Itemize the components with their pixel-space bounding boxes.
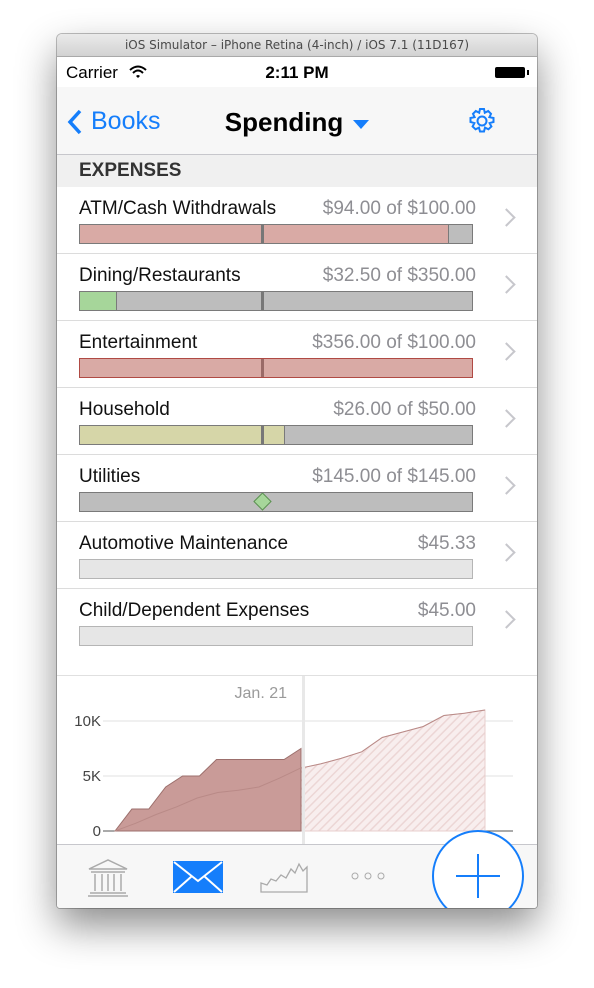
- y-tick-label: 5K: [83, 768, 101, 785]
- more-icon[interactable]: [350, 871, 386, 881]
- expense-row-automotive[interactable]: Automotive Maintenance $45.33: [57, 522, 537, 589]
- period-marker: [261, 225, 264, 243]
- chevron-right-icon: [497, 610, 516, 629]
- expense-name: ATM/Cash Withdrawals: [79, 198, 277, 219]
- projected-spending-line: [114, 709, 486, 832]
- chevron-right-icon: [497, 543, 516, 562]
- expense-name: Automotive Maintenance: [79, 533, 289, 554]
- envelope-icon[interactable]: [173, 861, 223, 893]
- expense-row-household[interactable]: Household $26.00 of $50.00: [57, 388, 537, 455]
- expense-row-utilities[interactable]: Utilities $145.00 of $145.00: [57, 455, 537, 522]
- simulator-window: iOS Simulator – iPhone Retina (4-inch) /…: [57, 34, 537, 908]
- budget-progress-bar: [79, 559, 473, 579]
- period-marker: [261, 359, 264, 377]
- expense-amount: $94.00 of $100.00: [322, 198, 476, 219]
- page-title: Spending: [224, 107, 344, 137]
- period-marker: [261, 292, 264, 310]
- chevron-right-icon: [497, 275, 516, 294]
- expense-name: Entertainment: [79, 332, 198, 353]
- navigation-bar: Books Spending: [57, 87, 537, 155]
- on-budget-diamond-icon: [253, 493, 272, 511]
- y-tick-label: 10K: [74, 713, 101, 730]
- back-label: Books: [91, 107, 161, 135]
- expense-name: Dining/Restaurants: [79, 265, 241, 286]
- add-transaction-button[interactable]: [432, 830, 524, 908]
- expense-name: Utilities: [79, 466, 141, 487]
- expense-name: Child/Dependent Expenses: [79, 600, 310, 621]
- nav-title-dropdown[interactable]: Spending: [57, 107, 537, 138]
- status-time: 2:11 PM: [265, 63, 329, 82]
- gear-icon[interactable]: [467, 106, 497, 136]
- dropdown-triangle-icon: [353, 119, 370, 129]
- budget-progress-bar: [79, 626, 473, 646]
- back-button[interactable]: Books: [67, 107, 160, 136]
- budget-progress-bar: [79, 492, 473, 512]
- spending-chart-svg: Jan. 21 10K 5K 0: [74, 676, 513, 864]
- wifi-icon: [129, 65, 147, 78]
- expense-row-child[interactable]: Child/Dependent Expenses $45.00: [57, 589, 537, 655]
- expense-row-entertainment[interactable]: Entertainment $356.00 of $100.00: [57, 321, 537, 388]
- expense-name: Household: [79, 399, 170, 420]
- budget-progress-bar: [79, 358, 473, 378]
- period-marker: [261, 426, 264, 444]
- budget-progress-bar: [79, 224, 473, 244]
- expense-amount: $45.33: [417, 533, 476, 554]
- budget-progress-bar: [79, 425, 473, 445]
- phone-screen: Carrier 2:11 PM Books Spending: [57, 57, 537, 908]
- battery-icon: [495, 67, 529, 78]
- chevron-right-icon: [497, 342, 516, 361]
- carrier-label: Carrier: [66, 63, 118, 82]
- actual-spending-area: [113, 747, 302, 832]
- date-marker-line: [302, 676, 305, 864]
- chevron-right-icon: [497, 409, 516, 428]
- y-tick-label: 0: [93, 823, 101, 840]
- expense-amount: $145.00 of $145.00: [312, 466, 476, 487]
- progress-fill: [80, 359, 472, 377]
- expense-amount: $32.50 of $350.00: [322, 265, 476, 286]
- chevron-right-icon: [497, 476, 516, 495]
- date-marker-label: Jan. 21: [235, 685, 288, 702]
- window-titlebar: iOS Simulator – iPhone Retina (4-inch) /…: [57, 34, 537, 57]
- progress-fill: [80, 426, 285, 444]
- expense-amount: $45.00: [417, 600, 476, 621]
- chevron-left-icon: [67, 109, 82, 134]
- status-bar: Carrier 2:11 PM: [57, 57, 537, 87]
- budget-progress-bar: [79, 291, 473, 311]
- expense-amount: $26.00 of $50.00: [333, 399, 476, 420]
- expense-list: ATM/Cash Withdrawals $94.00 of $100.00 D…: [57, 187, 537, 655]
- progress-fill: [80, 292, 118, 310]
- bank-icon[interactable]: [85, 857, 131, 899]
- expenses-section-header: EXPENSES: [57, 155, 537, 187]
- progress-fill: [80, 225, 450, 243]
- expense-row-dining[interactable]: Dining/Restaurants $32.50 of $350.00: [57, 254, 537, 321]
- chevron-right-icon: [497, 208, 516, 227]
- expense-row-atm[interactable]: ATM/Cash Withdrawals $94.00 of $100.00: [57, 187, 537, 254]
- expense-amount: $356.00 of $100.00: [312, 332, 476, 353]
- spending-chart[interactable]: Jan. 21 10K 5K 0: [57, 675, 537, 864]
- chart-icon[interactable]: [259, 859, 309, 893]
- section-title: EXPENSES: [79, 160, 182, 181]
